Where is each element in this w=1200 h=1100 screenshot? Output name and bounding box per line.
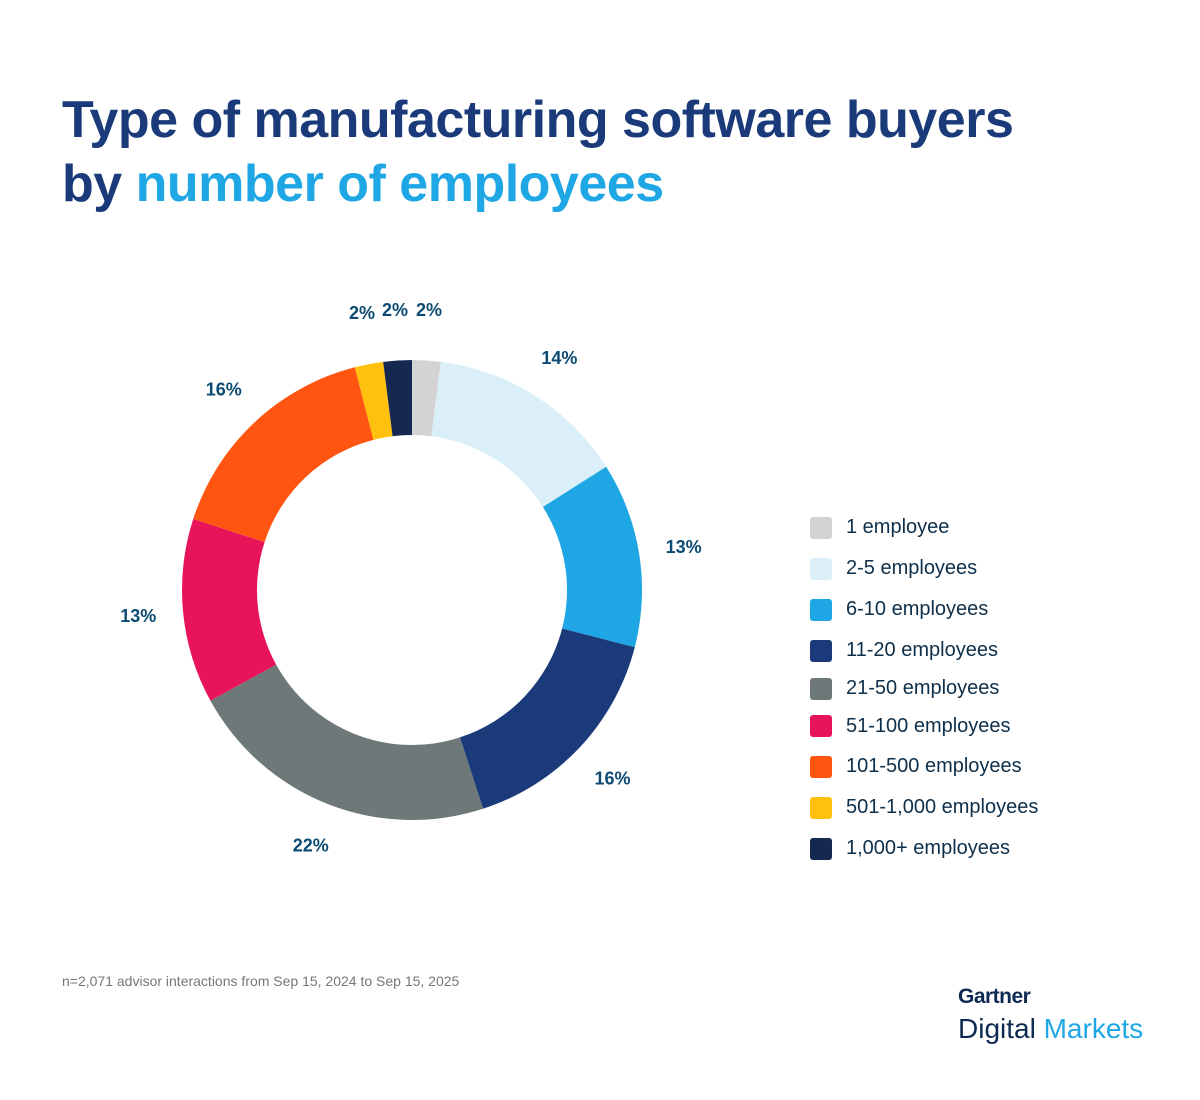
data-label-9: 2% [382,300,408,320]
data-label-1: 2% [416,300,442,320]
legend-item: 21-50 employees [810,671,1038,706]
legend-label: 1 employee [846,516,950,538]
legend-swatch [810,677,832,700]
data-label-4: 16% [594,768,630,788]
legend: 1 employee 2-5 employees 6-10 employees 11-… [810,507,1038,869]
donut-slice-8 [354,361,393,440]
logo-product-2: Markets [1043,1013,1144,1044]
donut-chart: 2% 14% 13% 16% 22% 13% 16% 2% 2% [120,300,702,856]
logo-brand: Gartner [958,985,1031,1008]
legend-item: 6-10 employees [810,589,1038,630]
legend-label: 101-500 employees [846,755,1022,777]
donut-slice-1 [412,360,441,437]
legend-label: 2-5 employees [846,557,978,579]
title-line-1: Type of manufacturing software buyers [62,91,1014,149]
gartner-digital-markets-logo: Gartner Digital Markets [958,985,1143,1045]
legend-item: 2-5 employees [810,548,1038,589]
legend-swatch [810,837,832,860]
legend-label: 11-20 employees [846,639,998,661]
legend-swatch [810,598,832,621]
legend-swatch [810,796,832,819]
donut-slice-6 [182,518,277,701]
legend-label: 51-100 employees [846,714,1011,737]
legend-swatch [810,755,832,778]
data-label-2: 14% [541,348,577,368]
footnote: n=2,071 advisor interactions from Sep 15… [62,973,460,989]
legend-swatch [810,715,832,737]
data-label-7: 16% [206,380,242,400]
legend-swatch [810,639,832,662]
data-label-5: 22% [293,836,329,856]
title-line-2-prefix: by [62,155,136,213]
legend-swatch [810,557,832,580]
legend-item: 501-1,000 employees [810,787,1038,828]
donut-slice-5 [210,664,484,820]
data-label-6: 13% [120,606,156,626]
legend-label: 501-1,000 employees [846,796,1039,818]
donut-slice-3 [542,466,642,648]
legend-item: 11-20 employees [810,630,1038,671]
data-label-3: 13% [666,537,702,557]
legend-item: 1 employee [810,507,1038,548]
logo-product-1: Digital [958,1013,1036,1044]
legend-item: 51-100 employees [810,706,1038,746]
data-label-8: 2% [349,303,375,323]
title-highlight: number of employees [135,155,664,213]
legend-swatch [810,516,832,539]
legend-item: 1,000+ employees [810,828,1038,869]
donut-slice-7 [193,367,374,543]
legend-label: 6-10 employees [846,598,989,620]
legend-label: 1,000+ employees [846,837,1011,859]
chart-title: Type of manufacturing software buyers by… [62,88,1014,216]
legend-item: 101-500 employees [810,746,1038,787]
legend-label: 21-50 employees [846,677,1000,699]
donut-slice-9 [383,360,412,437]
donut-slice-2 [431,361,607,507]
donut-slice-4 [459,628,635,809]
